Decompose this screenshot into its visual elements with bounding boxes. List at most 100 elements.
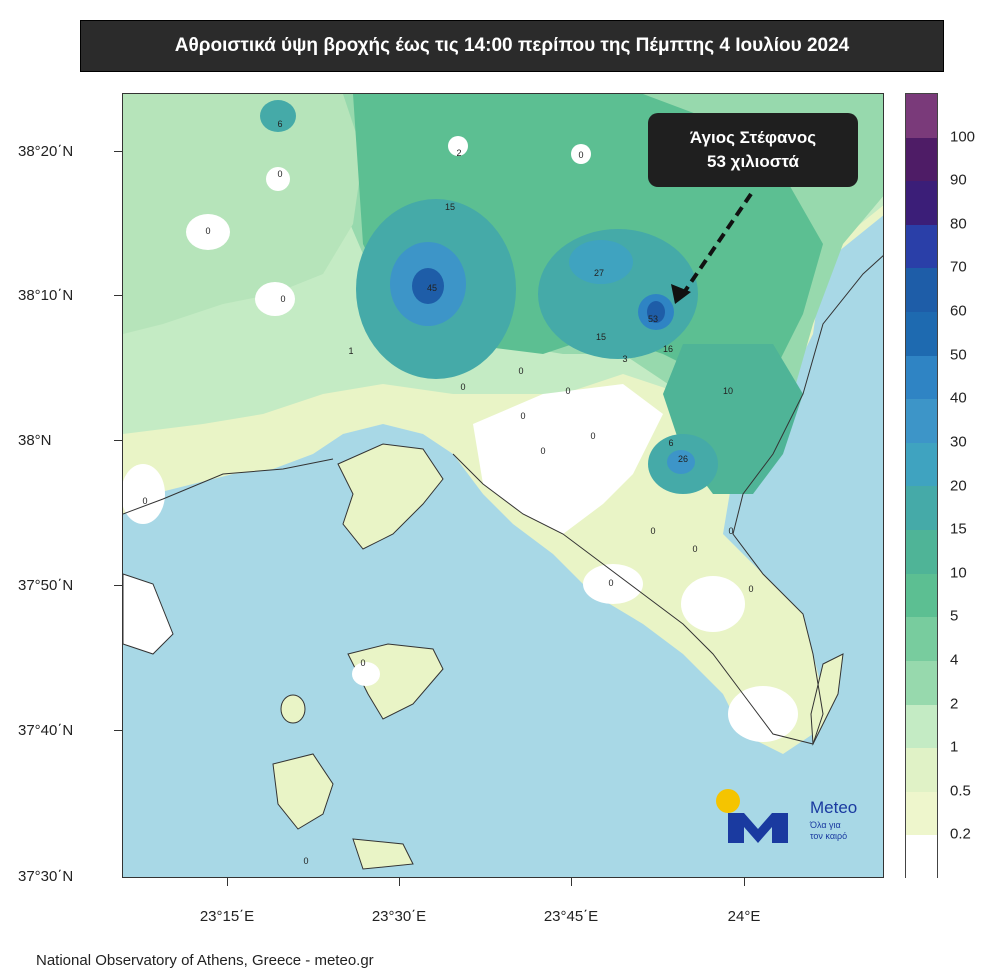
legend-label: 100 xyxy=(950,128,976,146)
legend-label: 50 xyxy=(950,346,967,364)
logo-name: Meteo xyxy=(810,798,858,817)
legend-swatch xyxy=(906,442,937,487)
map-canvas: 53 45 27 26 15 15 16 10 6 6 2 1 3 0 0 0 … xyxy=(123,94,883,877)
dry-area xyxy=(255,282,295,316)
value-label-3: 3 xyxy=(622,354,627,364)
legend-label: 20 xyxy=(950,477,967,494)
rain-peak-53 xyxy=(647,301,665,323)
legend-swatch xyxy=(906,704,937,749)
island xyxy=(272,753,334,830)
value-label-0: 0 xyxy=(650,526,655,536)
legend-swatch xyxy=(906,137,937,182)
sun-icon xyxy=(716,789,740,813)
legend-swatch xyxy=(906,94,937,138)
value-label-0: 0 xyxy=(520,411,525,421)
logo-tagline: Όλα για τον καιρό xyxy=(810,820,847,842)
lat-label: 37°40΄N xyxy=(18,722,74,739)
legend-swatch xyxy=(906,486,937,531)
rainfall-map: 53 45 27 26 15 15 16 10 6 6 2 1 3 0 0 0 … xyxy=(122,93,884,878)
dry-area-athens xyxy=(473,384,663,534)
logo-tagline-2: τον καιρό xyxy=(810,831,848,841)
value-label-0: 0 xyxy=(748,584,753,594)
legend-swatch xyxy=(906,530,937,574)
value-label-0: 0 xyxy=(692,544,697,554)
value-label-15: 15 xyxy=(596,332,606,342)
salamina-island xyxy=(337,443,444,550)
dry-area xyxy=(123,464,165,524)
legend-label: 15 xyxy=(950,520,967,538)
legend-swatch xyxy=(906,835,937,879)
western-coastline xyxy=(123,458,334,515)
lon-label: 23°15΄E xyxy=(199,908,255,925)
arrow-head-icon xyxy=(671,284,691,304)
value-label-0: 0 xyxy=(518,366,523,376)
peninsula-west xyxy=(123,573,174,655)
island xyxy=(280,694,306,724)
lat-label: 37°30΄N xyxy=(18,868,74,885)
legend-label: 30 xyxy=(950,433,967,451)
legend-swatch xyxy=(906,573,937,618)
value-label-0: 0 xyxy=(303,856,308,866)
legend-label: 1 xyxy=(950,738,959,756)
legend-label: 60 xyxy=(950,302,967,320)
value-label-0: 0 xyxy=(608,578,613,588)
dry-area xyxy=(728,686,798,742)
value-label-26: 26 xyxy=(678,454,688,464)
lat-tick xyxy=(114,440,122,441)
legend-label: 90 xyxy=(950,171,967,189)
legend-swatch xyxy=(906,355,937,400)
dry-area xyxy=(583,564,643,604)
rain-core-27 xyxy=(569,240,633,284)
value-label-0: 0 xyxy=(565,386,570,396)
legend-label: 40 xyxy=(950,389,967,407)
value-label-max: 53 xyxy=(648,314,658,324)
source-credit: National Observatory of Athens, Greece -… xyxy=(36,952,374,969)
value-label-0: 0 xyxy=(360,658,365,668)
value-label-1: 1 xyxy=(348,346,353,356)
legend-label: 0.2 xyxy=(950,825,971,843)
legend-label: 10 xyxy=(950,564,967,582)
legend-swatch xyxy=(906,791,937,836)
lat-tick xyxy=(114,151,122,152)
callout-location: Άγιος Στέφανος xyxy=(689,128,817,147)
lon-tick xyxy=(399,878,400,886)
lon-tick xyxy=(227,878,228,886)
value-label-6: 6 xyxy=(668,438,673,448)
dry-area xyxy=(448,136,468,156)
lon-label: 23°45΄E xyxy=(543,908,599,925)
dry-area xyxy=(186,214,230,250)
value-label-0: 0 xyxy=(205,226,210,236)
rain-peak-26 xyxy=(667,450,695,474)
dry-area xyxy=(681,576,745,632)
dry-area xyxy=(266,167,290,191)
value-label-27: 27 xyxy=(594,268,604,278)
value-label-0: 0 xyxy=(460,382,465,392)
rain-blob-6 xyxy=(260,100,296,132)
lon-tick xyxy=(571,878,572,886)
m-logo-icon xyxy=(728,813,788,843)
value-label-15: 15 xyxy=(445,202,455,212)
lat-label: 38°10΄N xyxy=(18,287,74,304)
map-title: Αθροιστικά ύψη βροχής έως τις 14:00 περί… xyxy=(80,20,944,72)
legend-swatch xyxy=(906,224,937,269)
callout-amount: 53 χιλιοστά xyxy=(707,152,799,171)
legend-swatch xyxy=(906,268,937,313)
lat-tick xyxy=(114,585,122,586)
value-label-0: 0 xyxy=(277,169,282,179)
legend-label: 70 xyxy=(950,258,967,276)
callout-arrow xyxy=(681,192,753,296)
aegina-island xyxy=(347,643,444,720)
rain-peak-45 xyxy=(412,268,444,304)
legend-label: 0.5 xyxy=(950,782,971,800)
lat-tick xyxy=(114,295,122,296)
legend-label: 2 xyxy=(950,695,959,713)
lat-label: 37°50΄N xyxy=(18,577,74,594)
logo-tagline-1: Όλα για xyxy=(810,820,841,830)
legend-swatch xyxy=(906,617,937,661)
lat-label: 38°20΄N xyxy=(18,143,74,160)
value-label-16: 16 xyxy=(663,344,673,354)
legend-label: 4 xyxy=(950,651,959,669)
lon-label: 24°E xyxy=(727,908,761,925)
lon-tick xyxy=(744,878,745,886)
lat-tick xyxy=(114,730,122,731)
